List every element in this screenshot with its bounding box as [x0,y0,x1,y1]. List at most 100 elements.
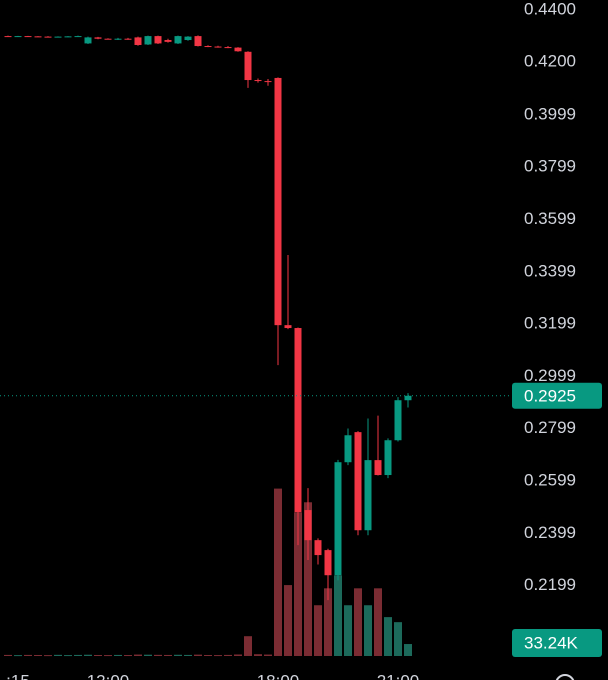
volume-bar [14,655,22,657]
volume-bar [344,605,352,656]
candle-body [404,395,412,401]
candle-body [204,46,212,48]
volume-bar [144,654,152,656]
candle-body [294,328,302,513]
candle-body [284,325,292,329]
candle-body [244,51,252,81]
x-tick-label: 18:00 [257,671,300,680]
volume-bar [154,654,162,656]
volume-bar [84,654,92,656]
candle-body [214,46,222,48]
y-tick-label: 0.3599 [524,209,576,228]
candle-body [174,36,182,44]
candle-body [74,36,82,38]
candle-body [224,47,232,49]
candle-body [14,36,22,38]
candle-body [374,460,382,476]
volume-bar [324,588,332,656]
candle-body [4,36,12,38]
volume-bar [44,655,52,657]
volume-bar [214,655,222,657]
y-tick-label: 0.4400 [524,0,576,18]
last-price-label: 0.2925 [524,386,576,405]
x-tick-label: :15 [6,671,30,680]
volume-bar [104,655,112,657]
volume-bar [374,588,382,656]
volume-bar [34,654,42,656]
x-tick-label: 21:00 [377,671,420,680]
candle-body [134,37,142,45]
candle-body [334,462,342,576]
volume-bar [334,575,342,656]
volume-bar [134,654,142,656]
volume-bar [314,605,322,656]
x-tick-label: 12:00 [87,671,130,680]
candle-body [124,38,132,40]
candle-body [34,36,42,38]
volume-bar [234,654,242,656]
candle-body [394,400,402,441]
candle-body [114,38,122,40]
volume-bar [244,636,252,656]
candle-body [64,36,72,38]
y-tick-label: 0.3199 [524,314,576,333]
volume-bar [164,654,172,656]
candle-body [234,47,242,52]
candle-body [304,510,312,541]
candle-body [164,40,172,42]
candle-body [154,36,162,44]
candle-body [384,440,392,476]
candle-body [264,81,272,83]
y-tick-label: 0.4200 [524,52,576,71]
volume-bar [204,654,212,656]
volume-bar [264,654,272,656]
volume-bar [4,654,12,656]
candle-body [84,37,92,44]
volume-bar [364,605,372,656]
y-tick-label: 0.2999 [524,366,576,385]
volume-bar [124,655,132,657]
candle-body [254,80,262,82]
volume-bar [394,622,402,656]
volume-bar [114,654,122,656]
volume-bar [94,654,102,656]
candle-body [274,77,282,326]
last-volume-box [512,629,602,657]
volume-bar [194,654,202,656]
volume-bar [294,512,302,656]
candle-body [194,36,202,47]
candle-body [104,38,112,40]
volume-bar [384,617,392,656]
candle-body [54,36,62,38]
volume-bar [284,585,292,656]
y-tick-label: 0.3399 [524,261,576,280]
candle-body [94,37,102,39]
volume-bar [224,654,232,656]
candle-body [24,36,32,38]
last-volume-label: 33.24K [524,633,579,652]
volume-bar [404,644,412,656]
volume-bar [184,654,192,656]
y-tick-label: 0.2399 [524,523,576,542]
volume-bar [54,654,62,656]
candle-body [314,540,322,556]
candle-body [354,432,362,531]
volume-bar [274,488,282,656]
candle-body [364,460,372,531]
volume-bar [354,588,362,656]
volume-bar [254,654,262,656]
y-tick-label: 0.2199 [524,575,576,594]
candle-body [324,550,332,576]
candle-body [44,36,52,38]
y-tick-label: 0.2599 [524,471,576,490]
volume-bar [304,502,312,656]
y-tick-label: 0.3999 [524,104,576,123]
candle-body [144,36,152,45]
candle-body [344,435,352,463]
volume-bar [74,654,82,656]
settings-icon [555,674,575,680]
y-tick-label: 0.3799 [524,157,576,176]
volume-bar [64,655,72,657]
candle-body [184,36,192,41]
